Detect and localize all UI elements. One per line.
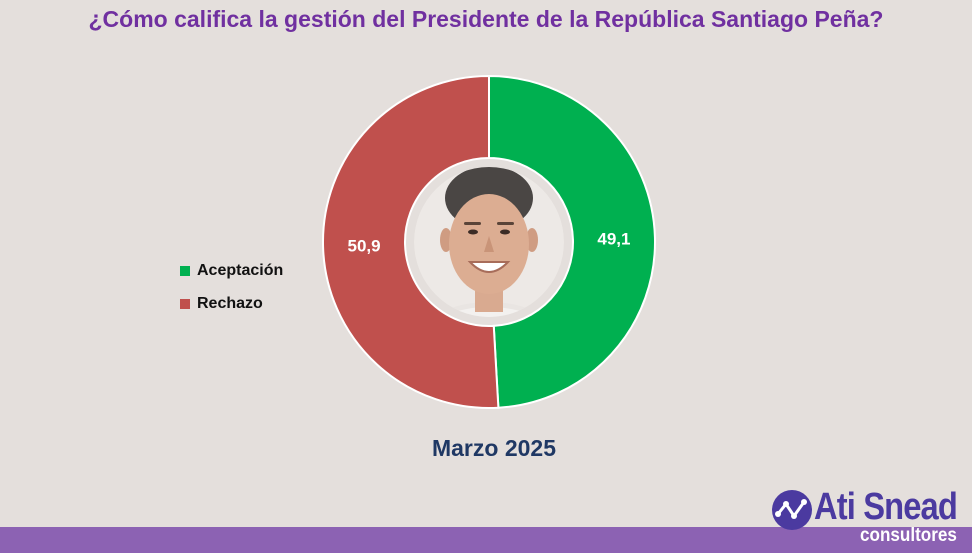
legend-item-aceptacion: Aceptación xyxy=(180,254,283,287)
legend-label-aceptacion: Aceptación xyxy=(197,261,284,279)
footer-bar xyxy=(0,527,972,553)
logo-subtitle: consultores xyxy=(860,525,957,546)
legend-item-rechazo: Rechazo xyxy=(180,287,283,320)
period-label: Marzo 2025 xyxy=(431,435,556,461)
chart-legend: Aceptación Rechazo xyxy=(180,254,283,320)
donut-slice-aceptacion xyxy=(488,74,656,409)
president-portrait xyxy=(414,167,564,317)
ati-snead-logo: Ati Snead consultores xyxy=(768,486,972,553)
donut-slice-rechazo xyxy=(322,74,500,409)
network-graph-icon xyxy=(772,490,812,530)
legend-swatch-rechazo xyxy=(180,298,190,309)
data-label-aceptacion: 49,1 xyxy=(597,229,630,248)
chart-title: ¿Cómo califica la gestión del Presidente… xyxy=(88,6,884,32)
logo-name: Ati Snead xyxy=(814,486,958,528)
data-label-rechazo: 50,9 xyxy=(348,237,381,256)
legend-swatch-aceptacion xyxy=(180,265,190,276)
legend-label-rechazo: Rechazo xyxy=(197,294,263,312)
